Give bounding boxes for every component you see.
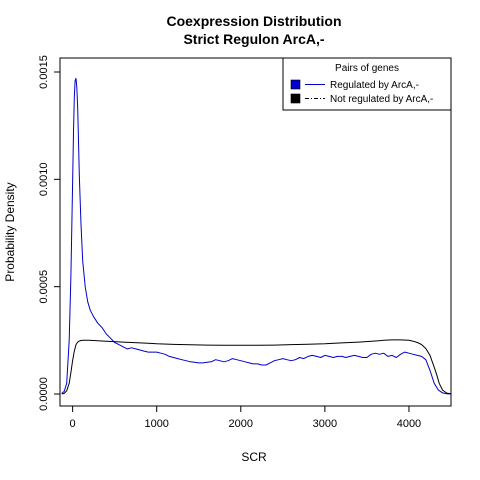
x-axis-label: SCR bbox=[241, 450, 267, 464]
legend-swatch-not-regulated bbox=[290, 93, 301, 104]
y-tick-label: 0.0005 bbox=[38, 270, 50, 304]
x-tick-label: 3000 bbox=[313, 418, 337, 430]
y-axis-label: Probability Density bbox=[3, 182, 17, 281]
legend-swatch-regulated bbox=[290, 79, 301, 90]
series-line-regulated bbox=[61, 77, 452, 395]
series-layer bbox=[61, 77, 452, 395]
legend-box bbox=[282, 57, 452, 111]
chart-title: Coexpression Distribution bbox=[166, 13, 341, 29]
y-tick-label: 0.0010 bbox=[38, 163, 50, 197]
y-axis: 0.0000 0.0005 0.0010 0.0015 bbox=[38, 55, 60, 411]
y-tick-label: 0.0000 bbox=[38, 377, 50, 411]
x-tick-label: 0 bbox=[70, 418, 76, 430]
y-tick-label: 0.0015 bbox=[38, 55, 50, 89]
legend-label-regulated: Regulated by ArcA,- bbox=[330, 80, 419, 91]
x-axis: 0 1000 2000 3000 4000 bbox=[70, 406, 421, 430]
legend: Pairs of genes Regulated by ArcA,- Not r… bbox=[282, 57, 452, 111]
plot-box bbox=[59, 57, 452, 407]
x-tick-label: 4000 bbox=[397, 418, 421, 430]
legend-label-not-regulated: Not regulated by ArcA,- bbox=[330, 94, 433, 105]
x-tick-label: 2000 bbox=[229, 418, 253, 430]
x-tick-label: 1000 bbox=[144, 418, 168, 430]
chart-subtitle: Strict Regulon ArcA,- bbox=[183, 31, 324, 47]
series-line-not-regulated bbox=[61, 339, 452, 395]
legend-title: Pairs of genes bbox=[335, 63, 399, 74]
